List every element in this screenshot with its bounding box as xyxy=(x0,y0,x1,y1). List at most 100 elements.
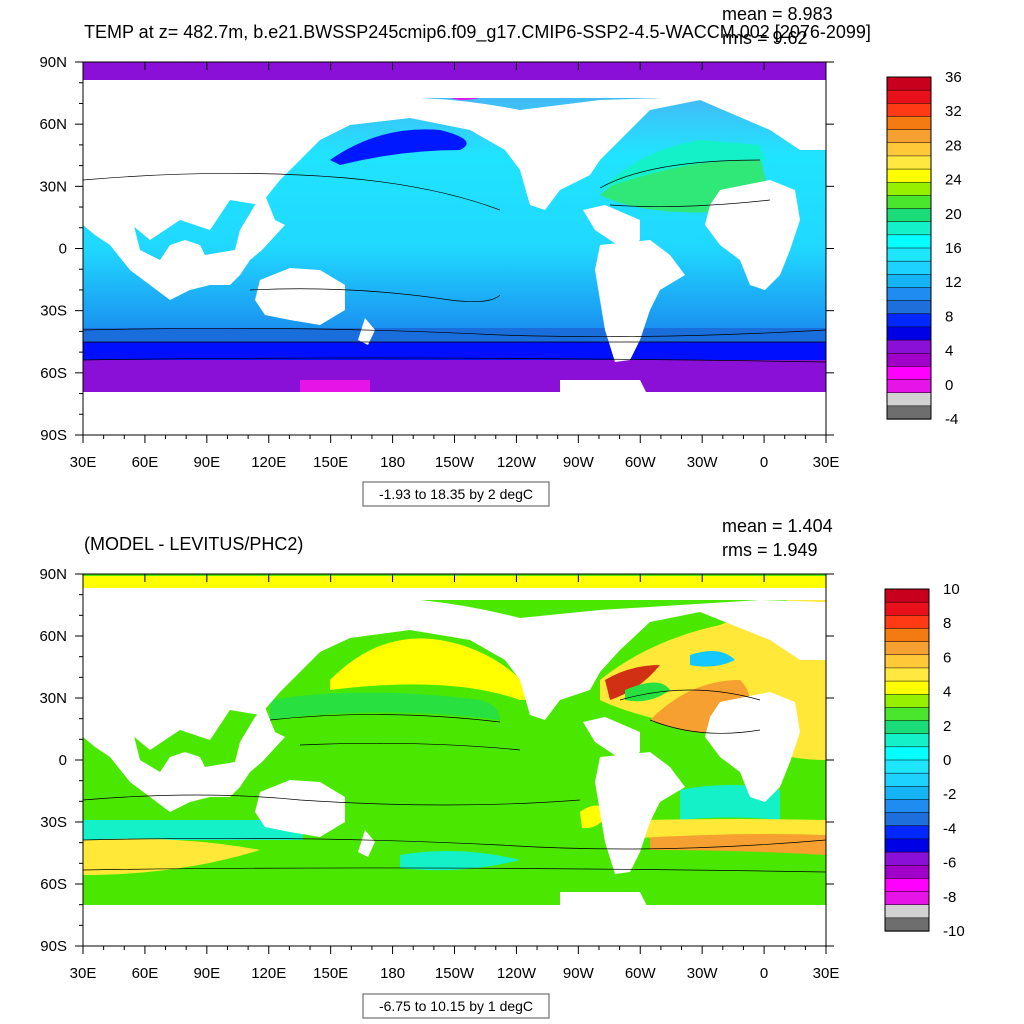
southern-band-3 xyxy=(83,360,826,392)
colorbar-label: -4 xyxy=(945,411,958,428)
colorbar-swatch xyxy=(886,116,932,131)
colorbar-swatch xyxy=(884,812,930,827)
x-tick-label: 60E xyxy=(132,454,159,471)
x-tick-label: 120W xyxy=(497,965,537,982)
colorbar-swatch xyxy=(886,168,932,183)
colorbar-label: 6 xyxy=(943,649,951,666)
colorbar-label: 8 xyxy=(945,308,953,325)
range-label-bottom: -6.75 to 10.15 by 1 degC xyxy=(379,998,533,1014)
colorbar-swatch xyxy=(884,601,930,616)
colorbar-label: 16 xyxy=(945,240,962,257)
y-tick-label: 30S xyxy=(40,303,67,320)
southern-cyan-band xyxy=(83,820,303,840)
colorbar-swatch xyxy=(884,825,930,840)
colorbar-swatch xyxy=(884,917,930,932)
colorbar-swatch xyxy=(886,326,932,341)
y-tick-label: 90S xyxy=(40,427,67,444)
colorbar-swatch xyxy=(884,772,930,787)
map-bottom xyxy=(83,574,826,946)
colorbar-label: 0 xyxy=(945,377,953,394)
npacific-yellow xyxy=(330,638,540,700)
x-tick-label: 60W xyxy=(625,965,657,982)
colorbar-swatch xyxy=(886,313,932,328)
colorbar-swatch xyxy=(886,76,932,91)
axes-top: 30E 60E 90E 120E 150E 180 150W 120W 90W 60W 30W 0 30… xyxy=(39,54,839,471)
colorbar-label: 24 xyxy=(945,172,962,189)
x-tick-label: 30E xyxy=(70,965,97,982)
x-tick-label: 150W xyxy=(435,965,475,982)
colorbar-swatch xyxy=(886,195,932,210)
x-tick-label: 120W xyxy=(497,454,537,471)
colorbar-top: 36 32 28 24 20 16 12 8 4 0 -4 xyxy=(886,69,962,428)
colorbar-swatch xyxy=(886,103,932,118)
x-tick-label: 60W xyxy=(625,454,657,471)
colorbar-swatch xyxy=(886,300,932,315)
gulfstream-red xyxy=(605,665,660,700)
southern-indian-yellow xyxy=(83,838,260,875)
colorbar-label: -2 xyxy=(943,786,956,803)
x-tick-label: 90W xyxy=(563,965,595,982)
colorbar-swatch xyxy=(886,287,932,302)
labrador-cyan xyxy=(690,651,735,667)
colorbar-label: -4 xyxy=(943,820,956,837)
y-tick-label: 60S xyxy=(40,876,67,893)
colorbar-label: 20 xyxy=(945,206,962,223)
contours-top xyxy=(83,159,826,363)
panel-top-title: TEMP at z= 482.7m, b.e21.BWSSP245cmip6.f… xyxy=(84,22,871,43)
x-tick-label: 120E xyxy=(251,454,286,471)
colorbar-swatch xyxy=(886,142,932,157)
colorbar-label: 4 xyxy=(943,684,951,701)
colorbar-swatch xyxy=(884,904,930,919)
colorbar-swatch xyxy=(886,366,932,381)
colorbar-label: 0 xyxy=(943,752,951,769)
y-tick-label: 90N xyxy=(39,54,67,71)
colorbar-swatch xyxy=(886,181,932,197)
southern-pacific-cyan xyxy=(400,851,520,871)
panel-bottom: (MODEL - LEVITUS/PHC2) mean = 1.404 rms … xyxy=(39,516,965,1019)
colorbar-swatch xyxy=(886,339,932,354)
colorbar-swatch xyxy=(884,864,930,880)
colorbar-swatch xyxy=(884,654,930,669)
colorbar-swatch xyxy=(884,838,930,853)
y-tick-label: 60S xyxy=(40,365,67,382)
panel-bottom-title: (MODEL - LEVITUS/PHC2) xyxy=(84,534,303,554)
panel-top-mean: mean = 8.983 xyxy=(722,4,833,24)
southern-band-2 xyxy=(83,342,826,360)
colorbar-swatch xyxy=(884,667,930,682)
x-tick-label: 30W xyxy=(687,454,719,471)
range-box-bottom: -6.75 to 10.15 by 1 degC xyxy=(362,993,550,1019)
colorbar-swatch xyxy=(884,746,930,761)
colorbar-swatch xyxy=(884,733,930,748)
colorbar-swatch xyxy=(886,129,932,144)
x-tick-label: 30E xyxy=(813,965,840,982)
range-label-top: -1.93 to 18.35 by 2 degC xyxy=(379,486,533,502)
colorbar-label: 32 xyxy=(945,103,962,120)
x-tick-label: 60E xyxy=(132,965,159,982)
colorbar-swatch xyxy=(884,588,930,603)
colorbar-swatch xyxy=(884,759,930,774)
colorbar-label: 36 xyxy=(945,69,962,86)
colorbar-bottom: 10 8 6 4 2 0 -2 -4 -6 -8 -10 xyxy=(884,581,965,940)
colorbar-swatch xyxy=(884,707,930,722)
colorbar-label: 10 xyxy=(943,581,960,598)
colorbar-swatch xyxy=(886,234,932,249)
y-tick-label: 90N xyxy=(39,566,67,583)
colorbar-swatch xyxy=(884,786,930,801)
nw-pacific-cold xyxy=(330,129,467,165)
colorbar-swatch xyxy=(886,260,932,275)
y-tick-label: 30N xyxy=(39,690,67,707)
colorbar-label: 4 xyxy=(945,343,953,360)
y-tick-label: 0 xyxy=(59,752,67,769)
colorbar-swatch xyxy=(886,89,932,104)
colorbar-swatch xyxy=(884,799,930,814)
colorbar-frame xyxy=(886,76,932,420)
x-tick-label: 150E xyxy=(313,965,348,982)
colorbar-swatch xyxy=(886,392,932,407)
x-tick-label: 90E xyxy=(193,454,220,471)
colorbar-label: 28 xyxy=(945,137,962,154)
atlantic-south-orange xyxy=(650,832,826,855)
land-top xyxy=(83,80,826,435)
colorbar-swatch xyxy=(886,352,932,368)
x-tick-label: 180 xyxy=(380,454,405,471)
colorbar-swatch xyxy=(884,720,930,735)
